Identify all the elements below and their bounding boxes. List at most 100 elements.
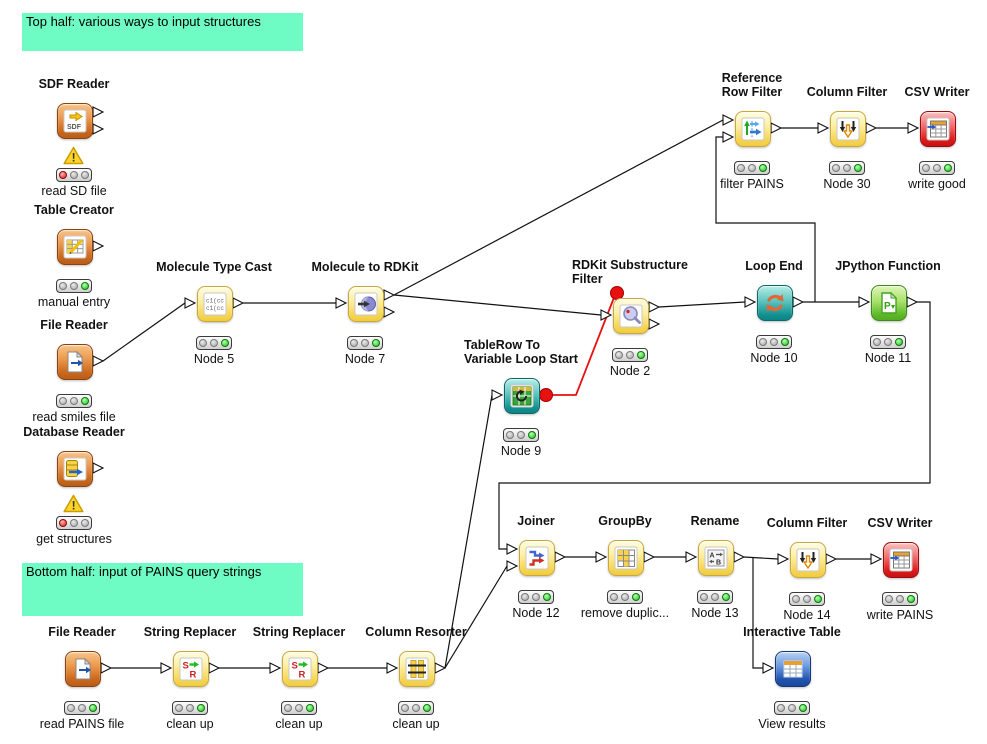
input-port[interactable] bbox=[817, 122, 830, 134]
connection-wire[interactable] bbox=[498, 301, 931, 550]
interactive-table-icon[interactable] bbox=[775, 651, 811, 687]
input-port[interactable] bbox=[506, 560, 519, 572]
connection-wire[interactable] bbox=[393, 294, 602, 316]
input-port[interactable] bbox=[491, 389, 504, 401]
col-filter-icon[interactable] bbox=[830, 111, 866, 147]
connection-wire[interactable] bbox=[102, 302, 186, 362]
groupby-grid-icon[interactable] bbox=[608, 540, 644, 576]
output-port[interactable] bbox=[648, 301, 661, 313]
node-label[interactable]: Node 30 bbox=[823, 177, 871, 191]
output-port[interactable] bbox=[770, 122, 783, 134]
input-port[interactable] bbox=[777, 553, 790, 565]
input-port[interactable] bbox=[858, 296, 871, 308]
connection-wire[interactable] bbox=[444, 394, 493, 669]
node-label[interactable]: Node 10 bbox=[750, 351, 798, 365]
node-label[interactable]: write good bbox=[908, 177, 966, 191]
node-label[interactable]: read SD file bbox=[41, 184, 107, 198]
output-port[interactable] bbox=[92, 462, 105, 474]
output-port[interactable] bbox=[383, 306, 396, 318]
flow-variable-wire[interactable] bbox=[552, 294, 616, 396]
node-label[interactable]: write PAINS bbox=[866, 608, 934, 622]
output-port[interactable] bbox=[232, 297, 245, 309]
output-port[interactable] bbox=[92, 240, 105, 252]
output-port[interactable] bbox=[906, 296, 919, 308]
output-port[interactable] bbox=[383, 289, 396, 301]
output-port[interactable] bbox=[865, 122, 878, 134]
workflow-annotation-top[interactable]: Top half: various ways to input structur… bbox=[22, 13, 303, 51]
node-label[interactable]: clean up bbox=[392, 717, 440, 731]
input-port[interactable] bbox=[184, 297, 197, 309]
node-label[interactable]: Node 7 bbox=[344, 352, 386, 366]
input-port[interactable] bbox=[386, 662, 399, 674]
connection-wire[interactable] bbox=[752, 557, 763, 669]
input-port[interactable] bbox=[722, 114, 735, 126]
substructure-icon[interactable] bbox=[613, 298, 649, 334]
output-port[interactable] bbox=[92, 106, 105, 118]
connection-wire[interactable] bbox=[444, 565, 508, 669]
node-label[interactable]: clean up bbox=[275, 717, 323, 731]
input-port[interactable] bbox=[595, 551, 608, 563]
output-port[interactable] bbox=[733, 551, 746, 563]
output-port[interactable] bbox=[648, 318, 661, 330]
node-label[interactable]: Node 2 bbox=[609, 364, 651, 378]
py-doc-icon[interactable]: P bbox=[871, 285, 907, 321]
node-label[interactable]: Node 12 bbox=[512, 606, 560, 620]
input-port[interactable] bbox=[744, 296, 757, 308]
node-label[interactable]: Node 14 bbox=[783, 608, 831, 622]
node-label[interactable]: read smiles file bbox=[32, 410, 116, 424]
output-port[interactable] bbox=[92, 355, 105, 367]
output-port[interactable] bbox=[317, 662, 330, 674]
output-port[interactable] bbox=[100, 662, 113, 674]
input-port[interactable] bbox=[600, 309, 613, 321]
connection-wire[interactable] bbox=[658, 301, 746, 308]
flow-variable-output-port[interactable] bbox=[539, 388, 553, 402]
node-label[interactable]: read PAINS file bbox=[39, 717, 125, 731]
loop-start-var-icon[interactable] bbox=[504, 378, 540, 414]
node-label[interactable]: clean up bbox=[166, 717, 214, 731]
input-port[interactable] bbox=[722, 131, 735, 143]
csv-table-icon[interactable] bbox=[920, 111, 956, 147]
node-label[interactable]: Node 11 bbox=[864, 351, 912, 365]
node-label[interactable]: Node 9 bbox=[500, 444, 542, 458]
file-arrow-icon[interactable] bbox=[65, 651, 101, 687]
output-port[interactable] bbox=[92, 123, 105, 135]
node-label[interactable]: View results bbox=[758, 717, 826, 731]
input-port[interactable] bbox=[160, 662, 173, 674]
node-label[interactable]: Node 5 bbox=[193, 352, 235, 366]
csv-table-icon[interactable] bbox=[883, 542, 919, 578]
input-port[interactable] bbox=[685, 551, 698, 563]
db-read-icon[interactable] bbox=[57, 451, 93, 487]
node-label[interactable]: remove duplic... bbox=[580, 606, 670, 620]
input-port[interactable] bbox=[870, 553, 883, 565]
input-port[interactable] bbox=[269, 662, 282, 674]
output-port[interactable] bbox=[208, 662, 221, 674]
col-filter-icon[interactable] bbox=[790, 542, 826, 578]
file-arrow-icon[interactable] bbox=[57, 344, 93, 380]
output-port[interactable] bbox=[554, 551, 567, 563]
workflow-annotation-bottom[interactable]: Bottom half: input of PAINS query string… bbox=[22, 563, 303, 616]
node-label[interactable]: manual entry bbox=[37, 295, 111, 309]
output-port[interactable] bbox=[792, 296, 805, 308]
connection-wire[interactable] bbox=[743, 556, 779, 560]
ref-row-filter-icon[interactable] bbox=[735, 111, 771, 147]
input-port[interactable] bbox=[506, 543, 519, 555]
input-port[interactable] bbox=[762, 662, 775, 674]
connection-wire[interactable] bbox=[393, 119, 724, 296]
output-port[interactable] bbox=[643, 551, 656, 563]
node-label[interactable]: filter PAINS bbox=[720, 177, 784, 191]
input-port[interactable] bbox=[335, 297, 348, 309]
node-label[interactable]: Node 13 bbox=[691, 606, 739, 620]
type-cast-icon[interactable]: c1(cc c1(cc bbox=[197, 286, 233, 322]
col-resorter-icon[interactable] bbox=[399, 651, 435, 687]
sdf-file-icon[interactable]: SDF bbox=[57, 103, 93, 139]
output-port[interactable] bbox=[825, 553, 838, 565]
input-port[interactable] bbox=[907, 122, 920, 134]
to-rdkit-icon[interactable] bbox=[348, 286, 384, 322]
connection-wire[interactable] bbox=[715, 136, 816, 302]
node-label[interactable]: get structures bbox=[36, 532, 112, 546]
table-edit-icon[interactable] bbox=[57, 229, 93, 265]
